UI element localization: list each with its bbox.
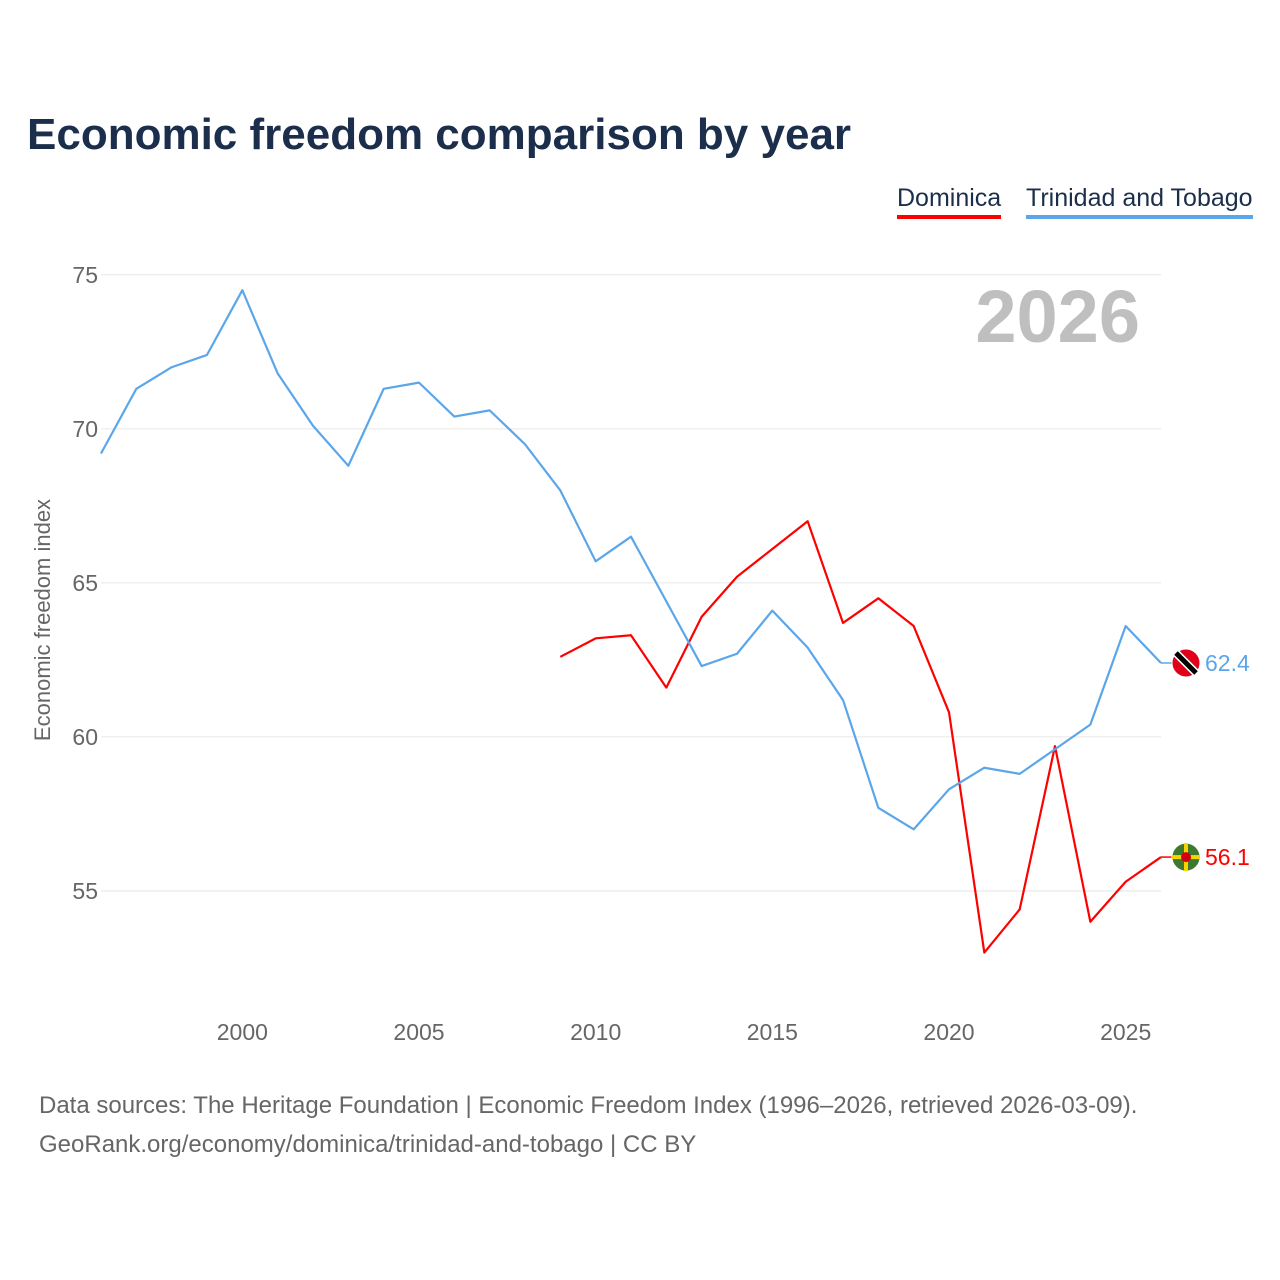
x-tick-label: 2015 [747,1019,798,1045]
legend-dominica[interactable]: Dominica [897,184,1002,219]
year-watermark: 2026 [975,275,1140,358]
series-line-dominica [559,520,1162,954]
end-value-label: 56.1 [1205,844,1250,870]
y-axis-label: Economic freedom index [30,499,55,741]
y-tick-label: 65 [72,570,98,596]
x-tick-label: 2005 [393,1019,444,1045]
chart-title: Economic freedom comparison by year [27,110,852,159]
x-tick-label: 2020 [923,1019,974,1045]
y-tick-label: 75 [72,262,98,288]
flag-stripe [1174,651,1198,675]
series-line-trinidad-and-tobago [100,289,1162,831]
flag-disc [1181,852,1191,863]
footer: Data sources: The Heritage Foundation | … [39,1086,1137,1164]
y-tick-label: 55 [72,878,98,904]
x-tick-label: 2025 [1100,1019,1151,1045]
x-tick-label: 2000 [217,1019,268,1045]
x-tick-label: 2010 [570,1019,621,1045]
y-tick-label: 70 [72,416,98,442]
end-value-label: 62.4 [1205,650,1250,676]
data-sources: Data sources: The Heritage Foundation | … [39,1092,1138,1119]
legend-trinidad-and-tobago[interactable]: Trinidad and Tobago [1026,184,1253,219]
y-tick-label: 60 [72,724,98,750]
source-link[interactable]: GeoRank.org/economy/dominica/trinidad-an… [39,1131,697,1158]
